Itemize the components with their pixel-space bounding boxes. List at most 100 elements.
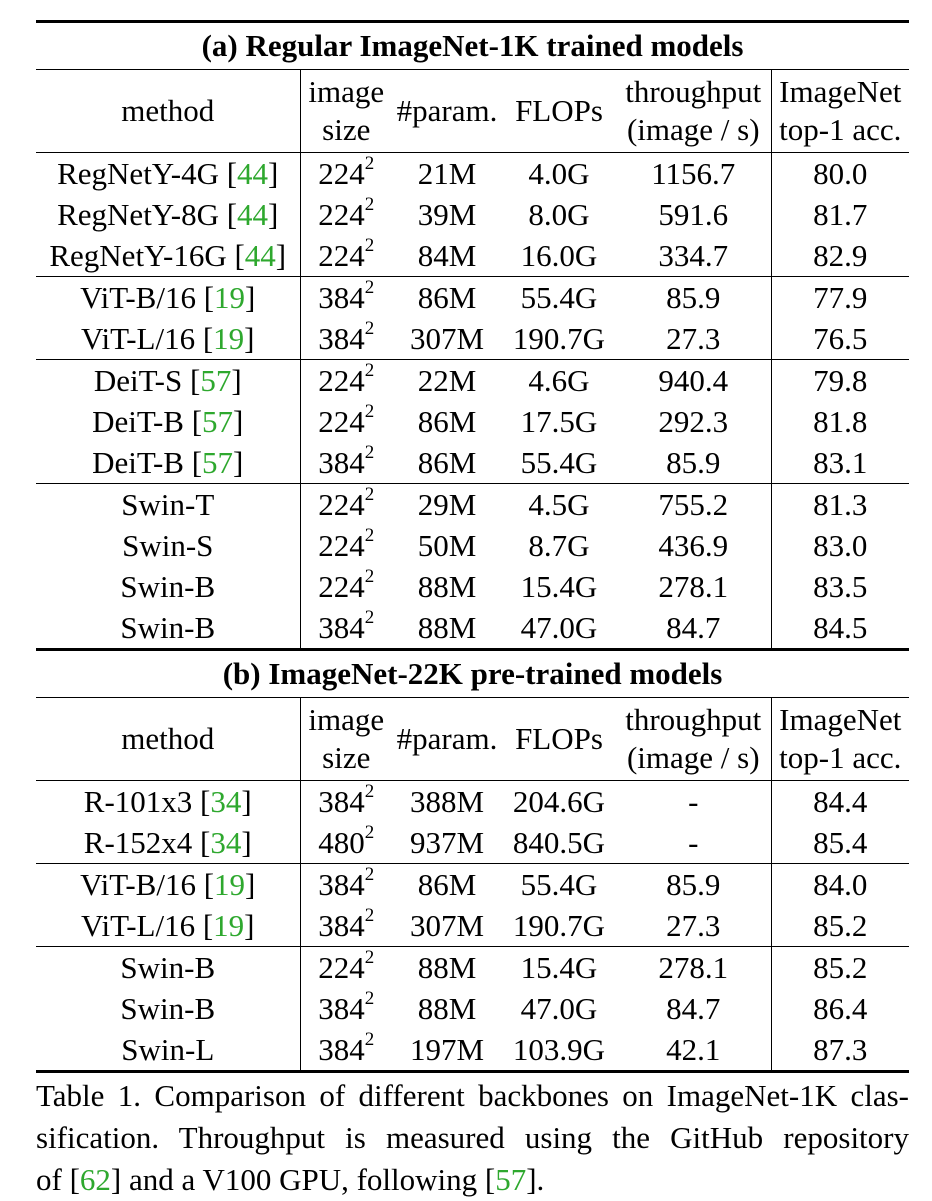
header-throughput-line1: throughput bbox=[625, 74, 762, 109]
cell-accuracy: 81.8 bbox=[813, 404, 868, 439]
caption-text: of [ bbox=[36, 1162, 80, 1197]
cell-accuracy: 81.3 bbox=[771, 483, 910, 525]
cell-params: 86M bbox=[417, 445, 477, 480]
cell-accuracy: 83.5 bbox=[813, 569, 868, 604]
header-accuracy: ImageNet top-1 acc. bbox=[771, 697, 910, 781]
image-resolution: 384 bbox=[318, 321, 365, 356]
cell-method: DeiT-B [57] bbox=[36, 401, 301, 442]
cell-accuracy: 83.0 bbox=[813, 528, 868, 563]
method-name: DeiT-S bbox=[93, 363, 183, 398]
header-image-size-line1: image bbox=[308, 74, 385, 109]
cell-image-size: 3842 bbox=[300, 780, 392, 822]
table-row: Swin-B 2242 88M 15.4G 278.1 83.5 bbox=[36, 566, 909, 607]
citation-link: 19 bbox=[213, 908, 245, 943]
cell-accuracy: 81.7 bbox=[813, 197, 868, 232]
resolution-exponent: 2 bbox=[364, 863, 375, 885]
ref-close: ] bbox=[241, 784, 252, 819]
method-name: RegNetY-16G bbox=[49, 238, 227, 273]
method-name: Swin-L bbox=[121, 1032, 215, 1067]
image-resolution: 480 bbox=[318, 825, 365, 860]
resolution-exponent: 2 bbox=[364, 606, 375, 628]
cell-image-size: 3842 bbox=[300, 988, 392, 1029]
header-accuracy-line1: ImageNet bbox=[779, 702, 902, 737]
resolution-exponent: 2 bbox=[364, 359, 375, 381]
cell-throughput: 27.3 bbox=[616, 318, 772, 360]
resolution-exponent: 2 bbox=[364, 987, 375, 1009]
table-row: ViT-B/16 [19] 3842 86M 55.4G 85.9 77.9 bbox=[36, 276, 910, 318]
ref-open: [ bbox=[182, 363, 201, 398]
resolution-exponent: 2 bbox=[364, 234, 375, 256]
citation-link: 19 bbox=[214, 280, 246, 315]
header-image-size: image size bbox=[300, 69, 392, 153]
cell-image-size: 3842 bbox=[300, 276, 392, 318]
header-image-size-line2: size bbox=[322, 112, 371, 147]
header-accuracy-line1: ImageNet bbox=[779, 74, 902, 109]
caption-citation-link: 62 bbox=[79, 1162, 111, 1197]
caption-line: Table 1. Comparison of different backbon… bbox=[36, 1075, 909, 1117]
cell-flops: 4.5G bbox=[502, 483, 616, 525]
resolution-exponent: 2 bbox=[364, 400, 375, 422]
cell-throughput: 27.3 bbox=[616, 905, 772, 947]
header-accuracy-line2: top-1 acc. bbox=[779, 112, 902, 147]
cell-flops: 47.0G bbox=[520, 991, 598, 1026]
citation-link: 34 bbox=[210, 825, 242, 860]
table-row: Swin-S 2242 50M 8.7G 436.9 83.0 bbox=[36, 525, 909, 566]
method-name: ViT-L/16 bbox=[80, 321, 196, 356]
image-resolution: 224 bbox=[318, 569, 365, 604]
ref-close: ] bbox=[245, 280, 256, 315]
cell-method: ViT-L/16 [19] bbox=[36, 318, 301, 360]
resolution-exponent: 2 bbox=[364, 904, 375, 926]
cell-image-size: 2242 bbox=[300, 235, 392, 277]
cell-flops: 55.4G bbox=[502, 276, 616, 318]
cell-accuracy: 77.9 bbox=[771, 276, 910, 318]
cell-throughput: 292.3 bbox=[616, 401, 772, 442]
table-row: R-101x3 [34] 3842 388M 204.6G -84.4 bbox=[36, 780, 910, 822]
method-name: Swin-T bbox=[121, 487, 215, 522]
cell-params: 388M bbox=[392, 780, 502, 822]
cell-params: 84M bbox=[417, 238, 477, 273]
cell-flops: 840.5G bbox=[512, 825, 606, 860]
cell-image-size: 2242 bbox=[300, 483, 392, 525]
table-row: RegNetY-8G [44] 2242 39M 8.0G 591.6 81.7 bbox=[36, 194, 909, 235]
ref-open: [ bbox=[195, 908, 214, 943]
image-resolution: 224 bbox=[318, 487, 365, 522]
table-row: Swin-T 2242 29M 4.5G 755.2 81.3 bbox=[36, 483, 910, 525]
resolution-exponent: 2 bbox=[364, 317, 375, 339]
image-resolution: 224 bbox=[318, 363, 365, 398]
backbone-comparison-table: (a) Regular ImageNet-1K trained models me… bbox=[36, 20, 910, 1073]
citation-link: 44 bbox=[237, 197, 269, 232]
ref-open: [ bbox=[192, 784, 211, 819]
cell-image-size: 3842 bbox=[300, 863, 392, 905]
method-name: Swin-S bbox=[122, 528, 214, 563]
table-row: R-152x4 [34] 4802 937M 840.5G -85.4 bbox=[36, 822, 909, 864]
cell-accuracy: 84.0 bbox=[771, 863, 910, 905]
method-name: Swin-B bbox=[120, 569, 216, 604]
cell-throughput: 278.1 bbox=[616, 946, 772, 988]
resolution-exponent: 2 bbox=[364, 524, 375, 546]
cell-method: Swin-B bbox=[36, 607, 301, 651]
cell-params: 937M bbox=[409, 825, 485, 860]
header-method: method bbox=[36, 697, 301, 781]
cell-method: DeiT-B [57] bbox=[36, 442, 301, 484]
image-resolution: 224 bbox=[318, 404, 365, 439]
ref-close: ] bbox=[245, 867, 256, 902]
ref-close: ] bbox=[233, 445, 244, 480]
cell-flops: 103.9G bbox=[502, 1029, 616, 1073]
citation-link: 44 bbox=[237, 156, 269, 191]
header-flops: FLOPs bbox=[502, 69, 616, 153]
method-name: Swin-B bbox=[120, 610, 216, 645]
cell-params: 50M bbox=[417, 528, 477, 563]
cell-flops: 15.4G bbox=[502, 946, 616, 988]
cell-flops: 190.7G bbox=[512, 321, 606, 356]
header-throughput-line2: (image / s) bbox=[626, 112, 760, 147]
cell-method: ViT-B/16 [19] bbox=[36, 863, 301, 905]
citation-link: 19 bbox=[214, 867, 246, 902]
resolution-exponent: 2 bbox=[364, 152, 375, 174]
cell-params: 197M bbox=[392, 1029, 502, 1073]
cell-throughput: 84.7 bbox=[616, 988, 772, 1029]
cell-params: 307M bbox=[409, 908, 485, 943]
method-name: DeiT-B bbox=[92, 404, 184, 439]
caption-line: sification. Throughput is measured using… bbox=[36, 1117, 909, 1159]
header-throughput: throughput (image / s) bbox=[616, 697, 772, 781]
cell-flops: 190.7G bbox=[512, 908, 606, 943]
